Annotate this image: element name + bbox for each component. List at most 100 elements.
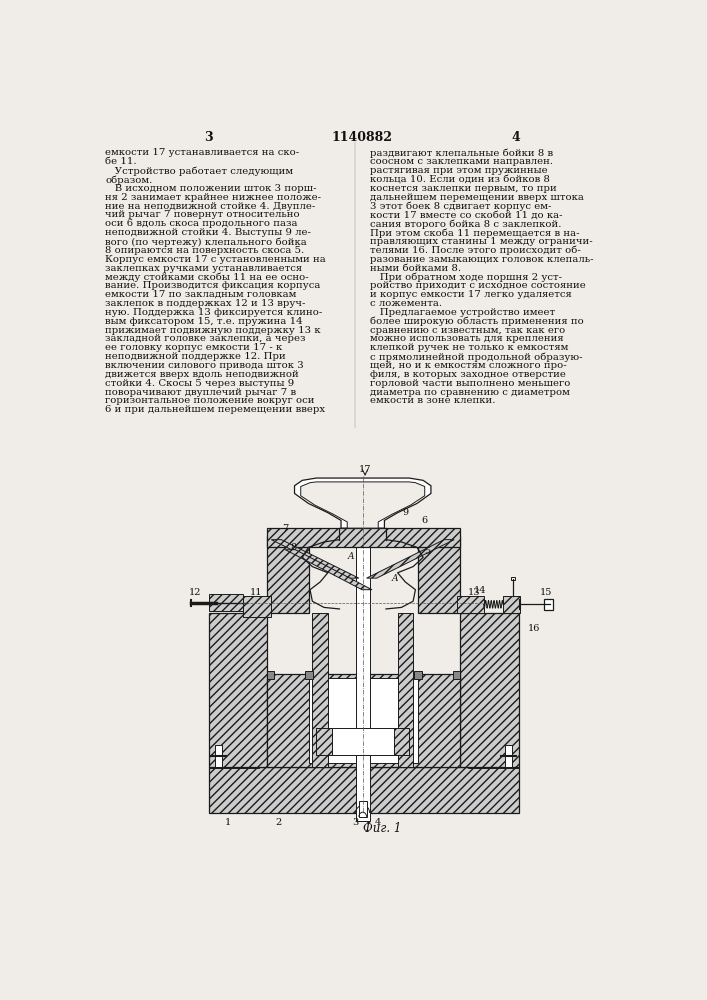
Text: 1140882: 1140882	[332, 131, 393, 144]
Text: емкости в зоне клепки.: емкости в зоне клепки.	[370, 396, 495, 405]
Text: стойки 4. Скосы 5 через выступы 9: стойки 4. Скосы 5 через выступы 9	[105, 379, 295, 388]
Text: ня 2 занимает крайнее нижнее положе-: ня 2 занимает крайнее нижнее положе-	[105, 193, 322, 202]
Text: В исходном положении шток 3 порш-: В исходном положении шток 3 порш-	[105, 184, 317, 193]
Text: 12: 12	[189, 588, 201, 597]
Text: телями 16. После этого происходит об-: телями 16. После этого происходит об-	[370, 246, 580, 255]
Text: оси 6 вдоль скоса продольного паза: оси 6 вдоль скоса продольного паза	[105, 219, 298, 228]
Text: неподвижной поддержке 12. При: неподвижной поддержке 12. При	[105, 352, 286, 361]
Bar	[267, 674, 460, 767]
Text: правляющих станины 1 между ограничи-: правляющих станины 1 между ограничи-	[370, 237, 592, 246]
Text: 11: 11	[250, 588, 263, 597]
Bar	[209, 751, 259, 768]
Bar	[267, 536, 309, 613]
Text: Корпус емкости 17 с установленными на: Корпус емкости 17 с установленными на	[105, 255, 326, 264]
Text: ние на неподвижной стойке 4. Двупле-: ние на неподвижной стойке 4. Двупле-	[105, 202, 315, 211]
Text: 8: 8	[290, 543, 296, 552]
Bar	[215, 745, 223, 767]
Text: дальнейшем перемещении вверх штока: дальнейшем перемещении вверх штока	[370, 193, 583, 202]
Text: 9: 9	[402, 508, 409, 517]
Text: кольца 10. Если один из бойков 8: кольца 10. Если один из бойков 8	[370, 175, 549, 184]
Text: растягивая при этом пружинные: растягивая при этом пружинные	[370, 166, 547, 175]
Bar	[359, 801, 367, 817]
Text: соосном с заклепками направлен.: соосном с заклепками направлен.	[370, 157, 553, 166]
Text: Предлагаемое устройство имеет: Предлагаемое устройство имеет	[370, 308, 555, 317]
Bar	[305, 671, 313, 679]
Bar	[309, 678, 418, 763]
Text: 3: 3	[352, 818, 358, 827]
Text: емкости 17 устанавливается на ско-: емкости 17 устанавливается на ско-	[105, 148, 300, 157]
Text: заклепок в поддержках 12 и 13 вруч-: заклепок в поддержках 12 и 13 вруч-	[105, 299, 306, 308]
Text: неподвижной стойки 4. Выступы 9 ле-: неподвижной стойки 4. Выступы 9 ле-	[105, 228, 311, 237]
Bar	[418, 536, 460, 613]
Text: раздвигают клепальные бойки 8 в: раздвигают клепальные бойки 8 в	[370, 148, 553, 158]
Text: горловой части выполнено меньшего: горловой части выполнено меньшего	[370, 379, 570, 388]
Text: 8 опираются на поверхность скоса 5.: 8 опираются на поверхность скоса 5.	[105, 246, 305, 255]
Text: 15: 15	[539, 588, 551, 597]
Text: щей, но и к емкостям сложного про-: щей, но и к емкостям сложного про-	[370, 361, 566, 370]
Bar	[460, 613, 518, 767]
Text: чий рычаг 7 повернут относительно: чий рычаг 7 повернут относительно	[105, 210, 300, 219]
Bar	[505, 745, 513, 767]
Text: A: A	[348, 552, 354, 561]
Text: 1: 1	[225, 818, 231, 827]
Text: вание. Производится фиксация корпуса: вание. Производится фиксация корпуса	[105, 281, 321, 290]
Text: 4: 4	[375, 818, 381, 827]
Bar	[267, 528, 460, 547]
Bar	[468, 751, 518, 768]
Bar	[312, 613, 328, 767]
Bar	[316, 728, 409, 755]
Bar	[397, 613, 413, 767]
Text: При обратном ходе поршня 2 уст-: При обратном ходе поршня 2 уст-	[370, 272, 561, 282]
Bar	[510, 577, 515, 580]
Text: ее головку корпус емкости 17 - к: ее головку корпус емкости 17 - к	[105, 343, 283, 352]
Text: емкости 17 по закладным головкам: емкости 17 по закладным головкам	[105, 290, 297, 299]
Text: 4: 4	[511, 131, 520, 144]
Text: 6 и при дальнейшем перемещении вверх: 6 и при дальнейшем перемещении вверх	[105, 405, 325, 414]
Text: 14: 14	[474, 586, 486, 595]
Polygon shape	[271, 540, 359, 578]
Text: закладной головке заклепки, а через: закладной головке заклепки, а через	[105, 334, 306, 343]
Bar	[356, 528, 370, 821]
Text: и корпус емкости 17 легко удаляется: и корпус емкости 17 легко удаляется	[370, 290, 571, 299]
Text: При этом скоба 11 перемещается в на-: При этом скоба 11 перемещается в на-	[370, 228, 579, 238]
Polygon shape	[300, 482, 425, 528]
Bar	[316, 728, 332, 755]
Text: с ложемента.: с ложемента.	[370, 299, 442, 308]
Bar	[243, 596, 271, 617]
Text: можно использовать для крепления: можно использовать для крепления	[370, 334, 563, 343]
Bar	[503, 596, 520, 613]
Text: 5: 5	[424, 547, 430, 556]
Text: более широкую область применения по: более широкую область применения по	[370, 317, 583, 326]
Text: A: A	[392, 574, 399, 583]
Text: включении силового привода шток 3: включении силового привода шток 3	[105, 361, 304, 370]
Text: диаметра по сравнению с диаметром: диаметра по сравнению с диаметром	[370, 388, 570, 397]
Text: вого (по чертежу) клепального бойка: вого (по чертежу) клепального бойка	[105, 237, 307, 247]
Polygon shape	[295, 478, 431, 528]
Text: филя, в которых заходное отверстие: филя, в которых заходное отверстие	[370, 370, 566, 379]
Text: кости 17 вместе со скобой 11 до ка-: кости 17 вместе со скобой 11 до ка-	[370, 210, 562, 219]
Text: поворачивают двуплечий рычаг 7 в: поворачивают двуплечий рычаг 7 в	[105, 388, 296, 397]
Text: 6: 6	[421, 516, 428, 525]
Text: заклепках ручками устанавливается: заклепках ручками устанавливается	[105, 264, 303, 273]
Text: разование замыкающих головок клепаль-: разование замыкающих головок клепаль-	[370, 255, 593, 264]
Text: с прямолинейной продольной образую-: с прямолинейной продольной образую-	[370, 352, 582, 362]
Bar	[452, 671, 460, 679]
Text: прижимает подвижную поддержку 13 к: прижимает подвижную поддержку 13 к	[105, 326, 321, 335]
Polygon shape	[285, 550, 372, 590]
Text: 3: 3	[204, 131, 214, 144]
Bar	[414, 671, 421, 679]
Bar	[209, 767, 518, 813]
Bar	[544, 599, 554, 610]
Text: горизонтальное положение вокруг оси: горизонтальное положение вокруг оси	[105, 396, 315, 405]
Text: клепкой ручек не только к емкостям: клепкой ручек не только к емкостям	[370, 343, 568, 352]
Text: образом.: образом.	[105, 175, 153, 185]
Text: 7: 7	[282, 524, 288, 533]
Polygon shape	[367, 540, 454, 578]
Text: 16: 16	[528, 624, 540, 633]
Text: Фиг. 1: Фиг. 1	[363, 822, 402, 835]
Text: 17: 17	[358, 465, 371, 474]
Text: сания второго бойка 8 с заклепкой.: сания второго бойка 8 с заклепкой.	[370, 219, 561, 229]
Text: 2: 2	[275, 818, 281, 827]
Text: ными бойками 8.: ными бойками 8.	[370, 264, 461, 273]
Text: 13: 13	[468, 588, 481, 597]
